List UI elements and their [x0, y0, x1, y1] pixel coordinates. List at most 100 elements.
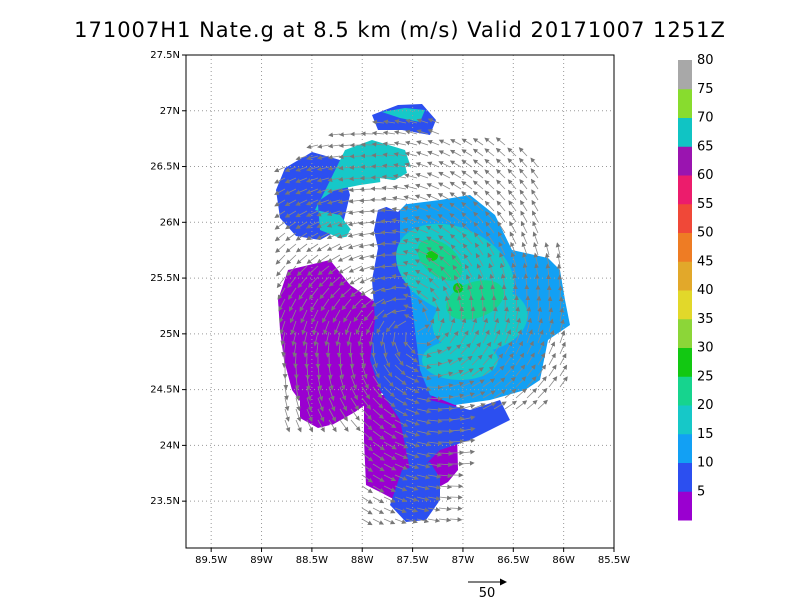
wind-vector: [427, 418, 443, 424]
wind-vector: [449, 223, 462, 234]
wind-vector: [427, 335, 441, 344]
wind-vector: [361, 375, 369, 390]
wind-vector: [324, 331, 330, 347]
colorbar-segment: [678, 491, 692, 521]
wind-vector: [485, 231, 495, 245]
wind-vector: [416, 496, 430, 502]
wind-vector: [414, 248, 429, 256]
x-tick-label: 86.5W: [497, 555, 529, 566]
wind-vector: [426, 172, 440, 179]
wind-vector: [530, 168, 539, 179]
wind-vector: [496, 169, 506, 179]
wind-vector: [311, 309, 319, 324]
colorbar-legend: 5 10 15 20 25 30 35 40 45 50 55 60 65 70 75 80: [678, 53, 714, 521]
wind-vector: [482, 402, 497, 410]
wind-vector: [515, 340, 523, 355]
wind-vector: [416, 518, 430, 524]
wind-vector: [289, 309, 297, 324]
wind-vector: [487, 252, 495, 267]
wind-vector: [327, 177, 341, 183]
wind-vector: [317, 408, 325, 423]
wind-vector: [416, 386, 432, 392]
wind-vector: [426, 236, 440, 245]
colorbar-label: 10: [697, 456, 714, 471]
wind-vector: [427, 361, 443, 367]
wind-vector: [504, 388, 517, 399]
wind-vector: [471, 329, 479, 344]
wind-vector: [484, 179, 495, 190]
wind-vector: [438, 462, 453, 468]
wind-vector: [382, 141, 396, 147]
wind-vector: [372, 496, 385, 504]
wind-vector: [306, 397, 313, 412]
wind-vector: [438, 484, 453, 490]
wind-vector: [438, 182, 451, 190]
wind-vector: [521, 231, 528, 245]
wind-vector: [485, 211, 495, 223]
wind-vector: [306, 386, 312, 402]
wind-vector: [284, 177, 297, 184]
wind-vector: [493, 329, 501, 344]
wind-vector: [482, 329, 490, 344]
wind-vector: [338, 132, 352, 137]
wind-vector: [474, 232, 484, 245]
wind-vector: [394, 364, 406, 376]
wind-vector: [427, 474, 442, 479]
wind-vector: [383, 496, 396, 503]
wind-vector: [316, 177, 330, 183]
wind-vector: [559, 376, 568, 388]
wind-vector: [316, 155, 330, 160]
wind-vector: [394, 397, 408, 406]
wind-vector: [425, 204, 440, 212]
wind-vector: [415, 162, 429, 168]
wind-vector: [460, 342, 471, 355]
wind-vector: [504, 400, 518, 410]
wind-vector: [405, 441, 421, 448]
y-tick-label: 26.5N: [150, 162, 180, 173]
wind-vector: [284, 188, 297, 195]
wind-vector: [284, 386, 289, 401]
wind-vector: [316, 243, 330, 252]
wind-vector: [394, 507, 407, 514]
wind-vector: [402, 260, 418, 267]
wind-vector: [461, 191, 473, 201]
wind-vector: [473, 201, 484, 212]
wind-vector: [327, 254, 341, 263]
wind-vector: [532, 231, 539, 245]
wind-vector: [460, 438, 476, 444]
field-void-3: [405, 165, 440, 200]
colorbar-segment: [678, 203, 692, 233]
wind-vector: [372, 474, 385, 482]
wind-vector: [307, 276, 319, 288]
wind-vector: [383, 419, 397, 429]
wind-vectors: [274, 118, 568, 526]
wind-vector: [519, 178, 528, 190]
wind-vector: [422, 307, 429, 322]
wind-vector: [438, 332, 450, 344]
wind-vector: [391, 309, 407, 315]
wind-vector: [405, 419, 420, 426]
wind-vector: [427, 440, 443, 446]
wind-vector: [310, 298, 319, 312]
wind-vector: [438, 406, 454, 411]
wind-vector: [460, 426, 476, 432]
wind-vector: [438, 139, 451, 146]
wind-vector: [461, 181, 473, 190]
wind-vector: [274, 166, 286, 173]
wind-vector: [530, 157, 539, 168]
wind-vector: [515, 317, 521, 333]
wind-vector: [327, 143, 341, 149]
wind-vector: [416, 408, 432, 414]
wind-vector: [306, 177, 319, 183]
wind-vector: [428, 277, 440, 289]
wind-vector: [346, 331, 352, 347]
wind-vector: [403, 314, 418, 322]
wind-vector: [473, 221, 484, 234]
wind-vector: [300, 309, 308, 324]
wind-vector: [492, 306, 498, 322]
wind-vector: [326, 243, 341, 251]
wind-vector: [335, 331, 341, 347]
wind-vector: [316, 199, 330, 206]
wind-vector: [414, 237, 429, 245]
wind-vector: [402, 282, 418, 289]
